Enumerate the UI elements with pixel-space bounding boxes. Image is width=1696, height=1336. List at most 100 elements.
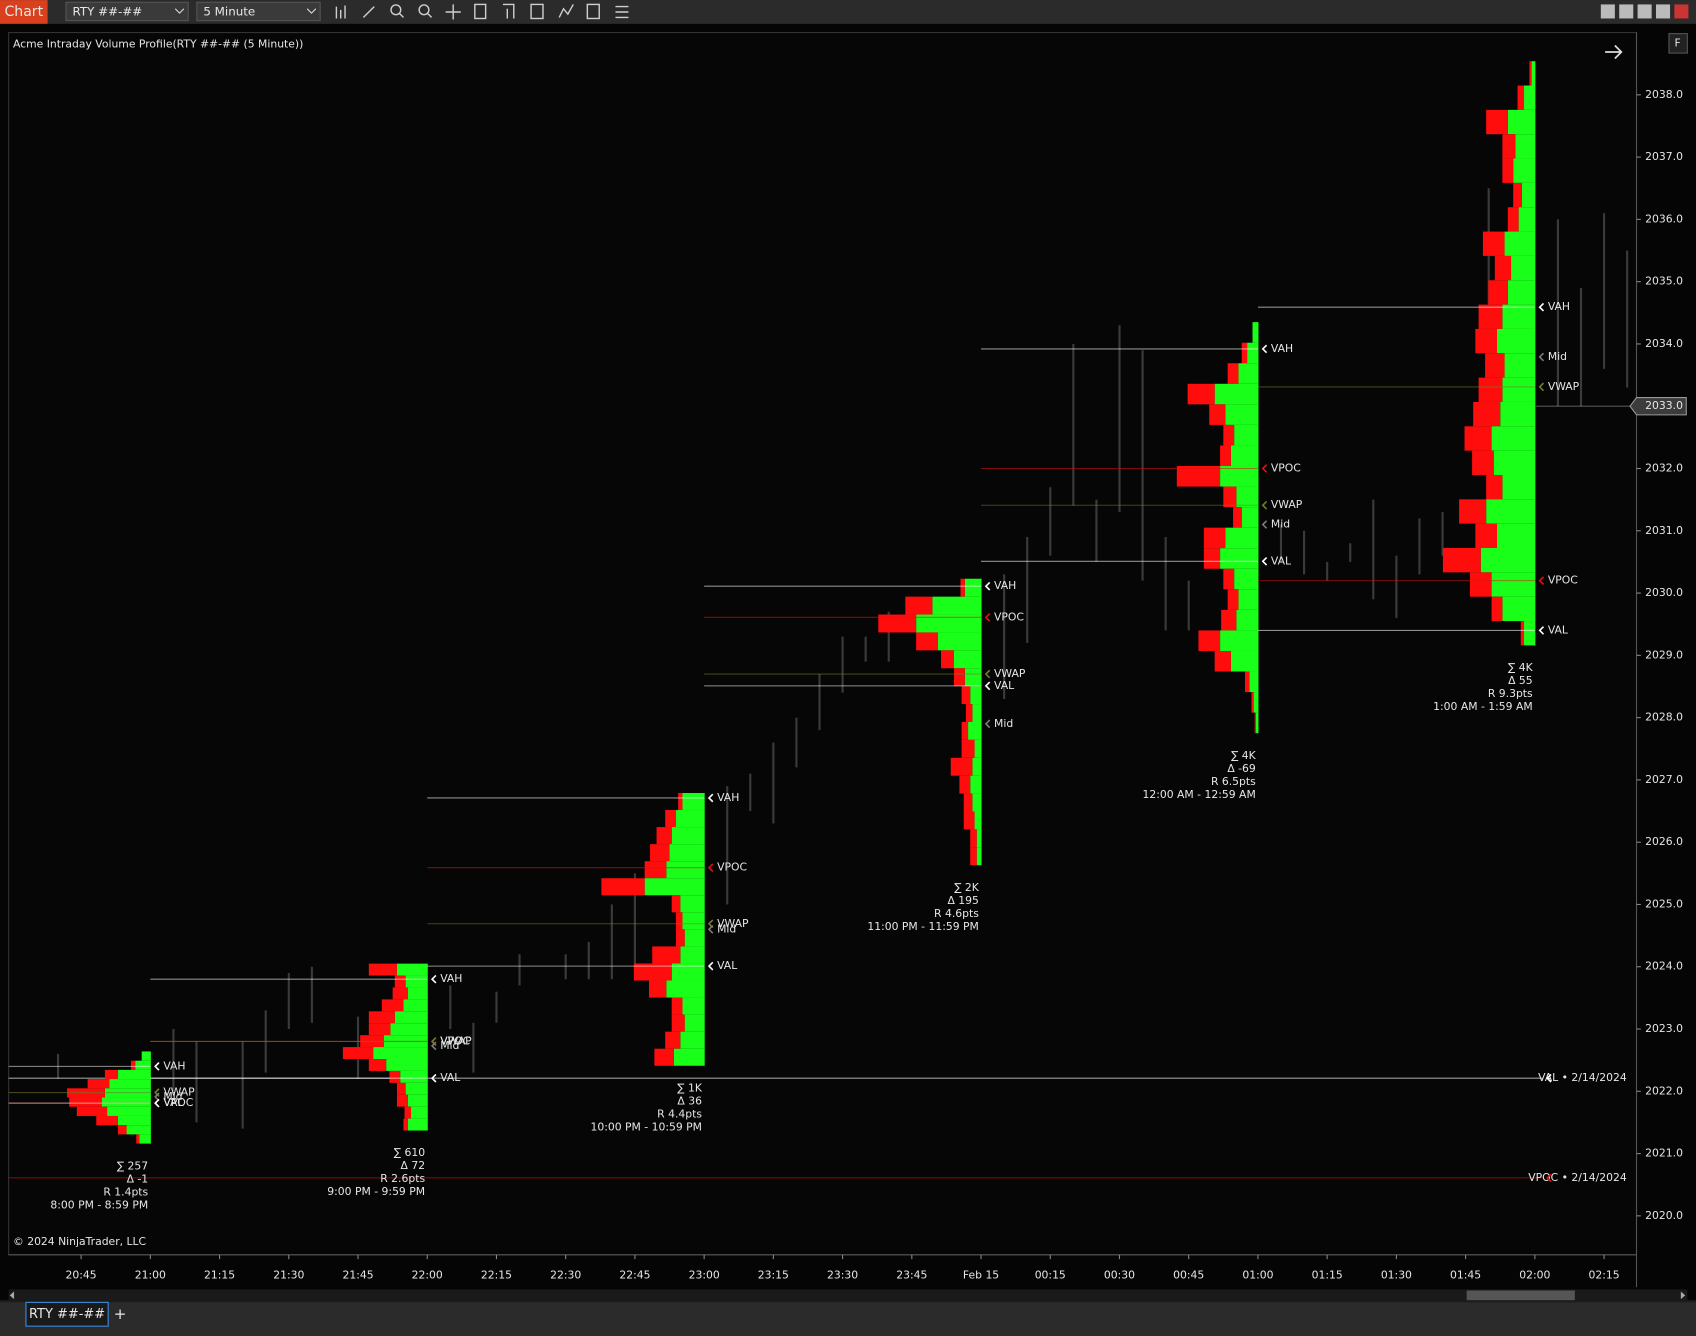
sell-volume-bar [916,632,938,651]
bars-icon[interactable] [335,5,346,19]
zoom-in-icon[interactable] [390,4,402,16]
x-tick-label: 23:00 [689,1268,720,1281]
sell-volume-bar [368,1011,395,1024]
sell-volume-bar [601,878,645,896]
chevron-icon [707,793,714,803]
buy-volume-bar [1500,401,1535,427]
data-box-icon[interactable] [586,3,600,20]
sell-volume-bar [1478,304,1503,329]
buy-volume-bar [669,844,705,862]
sell-volume-bar [950,757,973,776]
candle [1556,219,1559,407]
strategies-icon[interactable] [558,4,574,18]
interval-select[interactable] [196,1,321,22]
candle [564,954,567,980]
buy-volume-bar [676,810,705,828]
y-tick-label: 2021.0 [1645,1147,1683,1160]
minimize-button[interactable] [1637,4,1652,19]
sell-volume-bar [389,1070,401,1083]
candle [749,773,752,812]
buy-volume-bar [932,596,982,615]
sell-volume-bar [665,810,677,828]
buy-volume-bar [671,963,705,981]
x-tick-label: 00:30 [1104,1268,1135,1281]
scroll-right-arrow[interactable] [1605,44,1623,60]
chevron-icon [1538,302,1545,312]
add-tab[interactable]: + [114,1305,127,1323]
profile-stat: R 1.4pts [103,1185,148,1198]
buy-volume-bar [141,1051,151,1061]
dropdown-arrow [306,8,317,14]
scrollbar[interactable] [8,1289,1688,1302]
buy-volume-bar [1513,158,1535,183]
chart-tab[interactable] [0,0,48,24]
level-label: VAL [440,1071,460,1084]
sell-volume-bar [1442,548,1481,573]
level-label: Mid [163,1090,182,1103]
sell-volume-bar [87,1079,110,1089]
sell-volume-bar [970,847,977,866]
buy-volume-bar [1220,466,1258,487]
profile-stat: ∑ 1K [677,1081,703,1094]
buy-volume-bar [1518,207,1535,232]
chevron-icon [430,974,437,984]
maximize-button[interactable] [1655,4,1671,19]
f-button[interactable] [1668,33,1688,54]
y-tick-label: 2034.0 [1645,337,1683,350]
sell-volume-bar [1473,401,1501,427]
window-button[interactable] [1619,4,1634,19]
profile-stat: R 9.3pts [1488,687,1533,700]
chevron-icon [707,961,714,971]
candle [310,966,313,1023]
sell-volume-bar [1520,621,1525,646]
buy-volume-bar [1234,568,1258,590]
candle [1303,530,1306,575]
candle [1326,561,1329,581]
menu-icon[interactable] [615,5,629,19]
sell-volume-bar [1223,568,1235,590]
candle [449,985,452,1030]
window-button[interactable] [1600,4,1615,19]
instrument-select[interactable] [65,1,189,22]
sell-volume-bar [676,912,683,930]
level-label: VAH [717,791,739,804]
candle [1118,325,1121,513]
instrument-tab[interactable] [25,1301,109,1327]
profile-stat: ∑ 2K [954,881,980,894]
sell-volume-bar [965,704,973,722]
level-label: VPOC [1548,574,1578,587]
profile-stat: R 2.6pts [380,1172,425,1185]
x-tick-label: 01:30 [1381,1268,1412,1281]
sell-volume-bar [961,739,975,758]
sell-volume-bar [1223,424,1235,446]
buy-volume-bar [974,811,982,830]
buy-volume-bar [916,614,982,633]
scrollbar-thumb[interactable] [1466,1290,1575,1301]
buy-volume-bar [117,1115,151,1126]
buy-volume-bar [1507,109,1535,135]
draw-icon[interactable] [362,6,375,18]
sell-volume-bar [117,1125,127,1135]
close-button[interactable] [1674,4,1689,19]
buy-volume-bar [666,861,705,879]
chevron-icon [1261,500,1268,510]
sell-volume-bar [1464,426,1492,451]
x-tick-label: 21:30 [273,1268,304,1281]
sell-volume-bar [961,721,969,740]
chevron-icon [984,581,991,591]
level-label: VPOC [717,861,747,874]
instrument-label: RTY ##-## [72,4,142,18]
indicators-icon[interactable] [530,3,544,20]
crosshair-icon[interactable] [445,4,461,20]
y-tick-label: 2037.0 [1645,150,1683,163]
sell-volume-bar [1214,650,1231,672]
sell-volume-bar [656,827,672,845]
properties-icon[interactable] [474,3,487,20]
candle [518,954,521,986]
f-button-label: F [1675,36,1681,49]
chevron-icon [1261,520,1268,529]
template-icon[interactable] [502,3,515,19]
buy-volume-bar [684,1014,705,1032]
zoom-out-icon[interactable] [418,4,430,16]
